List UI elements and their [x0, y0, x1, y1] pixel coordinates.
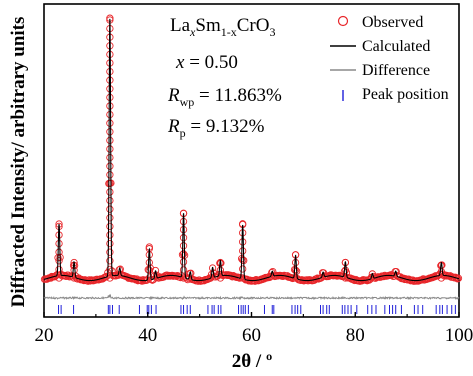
observed-point [55, 257, 63, 265]
peak-position-ticks [58, 305, 456, 314]
observed-point [106, 265, 114, 274]
rp-annotation: Rp = 9.132% [167, 116, 265, 140]
observed-point [106, 274, 114, 282]
observed-point [216, 266, 225, 274]
observed-point [437, 261, 446, 269]
observed-point [179, 258, 188, 266]
observed-point [106, 231, 114, 239]
observed-point [55, 239, 63, 248]
observed-point [55, 265, 63, 274]
observed-point [208, 264, 217, 272]
legend-difference-label: Difference [362, 62, 430, 79]
observed-point [106, 214, 114, 222]
observed-point [106, 222, 114, 231]
calculated-curve-group [43, 18, 460, 282]
observed-point [106, 128, 114, 136]
observed-point [179, 242, 188, 250]
observed-point [106, 162, 114, 170]
legend-peak-label: Peak position [362, 86, 449, 103]
observed-point [106, 239, 114, 248]
observed-point [239, 256, 247, 264]
observed-point [106, 119, 114, 127]
x-tick-label: 60 [242, 325, 261, 346]
observed-point [179, 234, 188, 242]
y-axis-label: Diffracted Intensity/ arbitrary units [8, 17, 29, 308]
observed-point [106, 248, 114, 256]
x-axis-ticks: 20 40 60 80 100 [35, 312, 473, 346]
observed-point [106, 188, 114, 196]
observed-point [239, 265, 247, 273]
observed-point [106, 205, 114, 213]
observed-point [179, 266, 188, 274]
observed-point [312, 275, 320, 283]
observed-point [106, 171, 114, 179]
legend-observed-marker [337, 15, 349, 27]
x-tick-label: 100 [445, 325, 473, 346]
observed-point [291, 266, 300, 274]
observed-point [145, 274, 153, 282]
legend-calculated-label: Calculated [362, 38, 430, 55]
observed-point [145, 266, 153, 274]
x-axis-label: 2θ / º [232, 351, 272, 372]
observed-point [106, 257, 114, 265]
observed-point [55, 248, 63, 256]
observed-point [106, 85, 114, 93]
legend-observed-label: Observed [362, 14, 423, 31]
x-tick-label: 80 [346, 325, 365, 346]
observed-point [106, 136, 114, 145]
observed-point [449, 273, 457, 281]
observed-point [115, 266, 123, 274]
observed-point [179, 250, 188, 258]
difference-curve [43, 293, 460, 301]
observed-point [106, 102, 114, 110]
calculated-curve [43, 18, 460, 282]
observed-point [179, 274, 188, 282]
observed-point [106, 93, 114, 102]
x-tick-label: 20 [35, 325, 54, 346]
observed-point [106, 153, 114, 162]
observed-point [106, 110, 114, 119]
observed-point [70, 266, 78, 274]
observed-point [102, 273, 110, 281]
observed-point [106, 145, 114, 153]
x-tick-label: 40 [138, 325, 157, 346]
observed-point [341, 266, 350, 274]
observed-point [454, 274, 463, 282]
observed-point [106, 196, 114, 205]
observed-point [106, 179, 114, 188]
observed-points-group [40, 14, 463, 285]
observed-point [216, 258, 225, 267]
legend: Observed Calculated Difference Peak posi… [330, 14, 449, 103]
x-value-annotation: x = 0.50 [175, 52, 238, 73]
observed-point [216, 274, 225, 282]
formula-annotation: LaxSm1-xCrO3 [170, 15, 275, 39]
observed-point [145, 258, 153, 267]
observed-point [222, 271, 230, 279]
rwp-annotation: Rwp = 11.863% [167, 85, 282, 109]
observed-point [239, 247, 247, 255]
difference-curve-group [43, 293, 460, 301]
observed-point [55, 274, 63, 282]
observed-point [239, 238, 247, 246]
